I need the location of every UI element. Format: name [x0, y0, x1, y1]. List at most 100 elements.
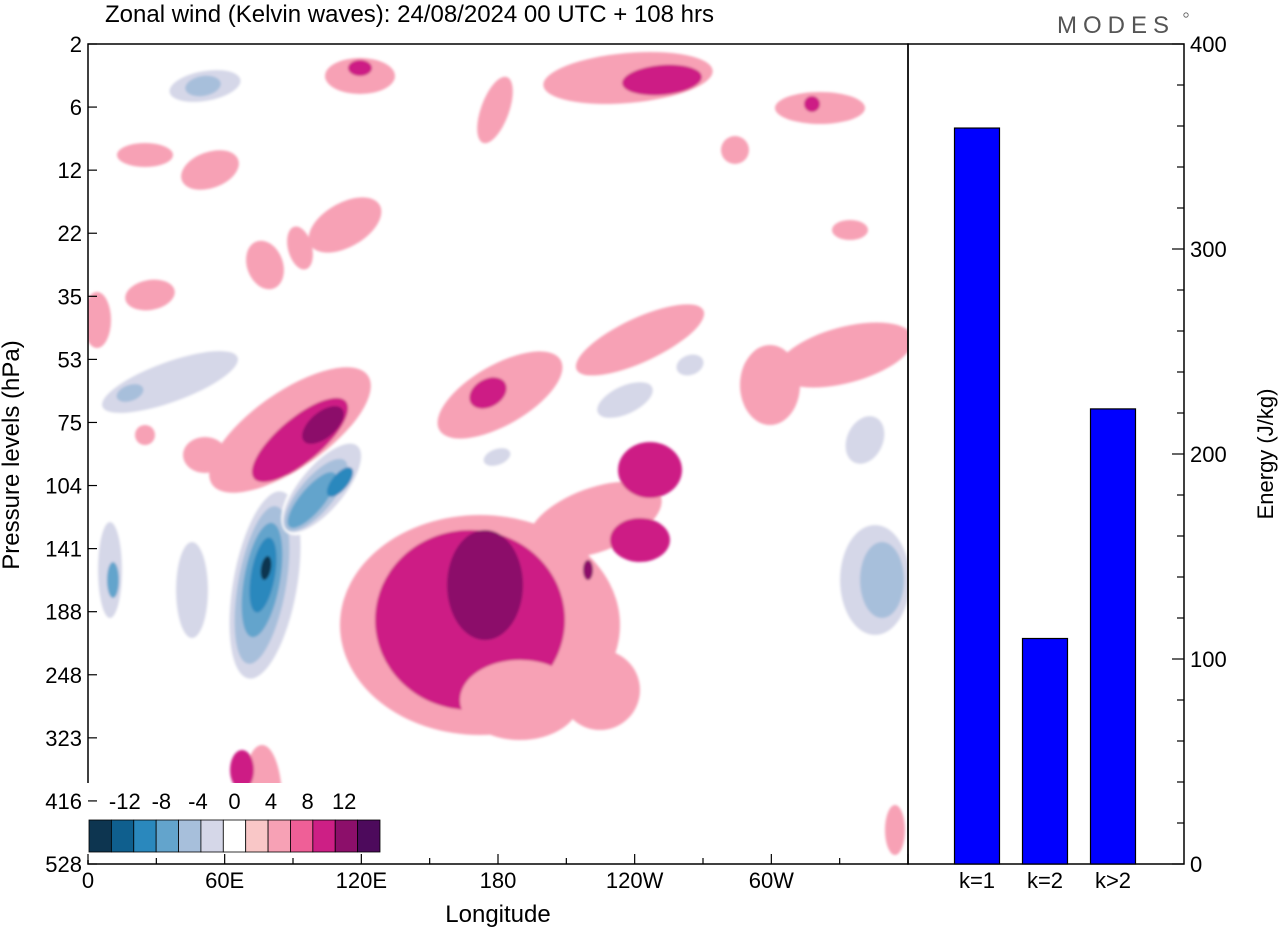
easterly-anomaly-contour: [860, 542, 904, 618]
energy-tick-label: 200: [1190, 442, 1227, 467]
easterly-anomaly-contour: [107, 562, 119, 598]
westerly-anomaly-contour: [804, 96, 820, 112]
energy-bar: [1089, 408, 1137, 865]
easterly-anomaly-contour: [700, 575, 780, 715]
colorbar: -12 -8 -4 0 4 8 12: [86, 783, 384, 860]
longitude-tick-label: 120E: [336, 868, 387, 893]
pressure-tick-label: 528: [45, 852, 82, 877]
colorbar-tick-label: 4: [265, 789, 277, 814]
colorbar-labels: -12 -8 -4 0 4 8 12: [109, 789, 357, 814]
easterly-anomaly-contour: [640, 130, 680, 146]
westerly-anomaly-contour: [460, 660, 580, 740]
energy-bar: [953, 127, 1001, 865]
westerly-anomaly-contour: [575, 304, 705, 376]
colorbar-cell: [267, 819, 291, 853]
westerly-anomaly-contour: [477, 76, 513, 144]
westerly-anomaly-contour: [583, 560, 593, 580]
westerly-anomaly-contour: [230, 750, 254, 790]
wavenumber-axis: k=1 k=2 k>2: [959, 868, 1131, 893]
colorbar-tick-label: -12: [109, 789, 141, 814]
easterly-anomaly-contour: [460, 460, 480, 480]
westerly-anomaly-contour: [776, 322, 908, 388]
colorbar-cell: [110, 819, 135, 853]
longitude-tick-label: 180: [480, 868, 517, 893]
colorbar-tick-label: 0: [228, 789, 240, 814]
westerly-anomaly-contour: [125, 279, 175, 311]
easterly-anomaly-contour: [310, 138, 370, 172]
pressure-tick-label: 141: [45, 537, 82, 562]
energy-tick-label: 100: [1190, 647, 1227, 672]
easterly-anomaly-contour: [287, 472, 337, 528]
colorbar-tick-label: -8: [152, 789, 172, 814]
westerly-anomaly-contour: [447, 530, 523, 640]
pressure-axis: 2 6 12 22 35 53 75 104 141 188 248 323 416 528: [45, 32, 97, 877]
wavenumber-label: k=1: [959, 868, 995, 893]
colorbar-cell: [312, 819, 336, 853]
westerly-anomaly-contour: [88, 292, 111, 348]
easterly-anomaly-contour: [791, 139, 889, 181]
easterly-anomaly-contour: [176, 542, 208, 638]
longitude-tick-label: 120W: [606, 868, 664, 893]
colorbar-cell: [200, 819, 224, 853]
easterly-anomaly-contour: [715, 512, 775, 528]
pressure-tick-label: 75: [58, 410, 82, 435]
energy-axis-label: Energy (J/kg): [1253, 389, 1278, 520]
westerly-anomaly-contour: [430, 640, 450, 680]
westerly-anomaly-contour: [135, 425, 155, 445]
modes-logo: MODES: [1057, 12, 1175, 39]
westerly-anomaly-contour: [246, 240, 284, 290]
easterly-anomaly-contour: [725, 745, 845, 864]
energy-bars: [953, 127, 1137, 865]
westerly-anomaly-contour: [618, 442, 682, 498]
easterly-anomaly-contour: [638, 239, 682, 261]
westerly-anomaly-contour: [885, 805, 905, 855]
easterly-anomaly-contour: [105, 635, 155, 705]
easterly-anomaly-contour: [676, 354, 704, 376]
westerly-anomaly-contour: [348, 60, 372, 76]
westerly-anomaly-contour: [183, 437, 227, 473]
longitude-axis-label: Longitude: [445, 901, 550, 928]
colorbar-cell: [222, 819, 247, 853]
westerly-anomaly-contour: [832, 220, 868, 240]
easterly-anomaly-contour: [780, 608, 800, 632]
pressure-axis-label: Pressure levels (hPa): [0, 340, 25, 569]
westerly-anomaly-contour: [721, 136, 749, 164]
longitude-tick-label: 0: [82, 868, 94, 893]
pressure-tick-label: 35: [58, 284, 82, 309]
pressure-tick-label: 2: [70, 32, 82, 57]
pressure-tick-label: 188: [45, 600, 82, 625]
westerly-anomaly-contour: [775, 92, 865, 124]
energy-tick-label: 400: [1190, 32, 1227, 57]
colorbar-cell: [357, 819, 381, 853]
pressure-tick-label: 12: [58, 158, 82, 183]
colorbar-cell: [334, 819, 359, 853]
pressure-tick-label: 22: [58, 221, 82, 246]
colorbar-cell: [290, 819, 314, 853]
colorbar-tick-label: 8: [301, 789, 313, 814]
pressure-tick-label: 323: [45, 726, 82, 751]
energy-tick-label: 0: [1190, 852, 1202, 877]
easterly-anomaly-contour: [845, 416, 885, 464]
longitude-tick-label: 60W: [749, 868, 794, 893]
easterly-anomaly-contour: [185, 75, 221, 97]
chart-title: Zonal wind (Kelvin waves): 24/08/2024 00…: [105, 1, 714, 28]
westerly-anomaly-contour: [181, 150, 239, 190]
easterly-anomaly-contour: [546, 334, 754, 426]
wind-contours: [88, 51, 908, 864]
easterly-anomaly-contour: [326, 467, 354, 497]
wavenumber-label: k=2: [1027, 868, 1063, 893]
energy-bar: [1021, 637, 1069, 865]
wavenumber-label: k>2: [1095, 868, 1131, 893]
colorbar-cell: [178, 819, 202, 853]
pressure-tick-label: 248: [45, 663, 82, 688]
pressure-tick-label: 6: [70, 95, 82, 120]
easterly-anomaly-contour: [130, 217, 170, 233]
easterly-anomaly-contour: [226, 210, 254, 234]
easterly-anomaly-contour: [483, 448, 511, 466]
westerly-anomaly-contour: [302, 406, 344, 444]
easterly-anomaly-contour: [597, 382, 653, 418]
westerly-anomaly-contour: [308, 197, 382, 253]
easterly-anomaly-contour: [116, 384, 144, 402]
colorbar-cell: [245, 819, 269, 853]
